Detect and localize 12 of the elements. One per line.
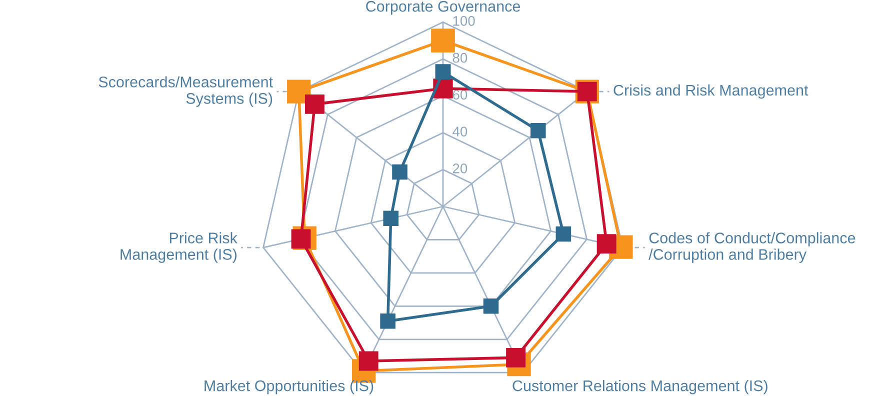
- spoke-label: Customer Relations Management (IS): [512, 380, 768, 394]
- y-tick-label: 80: [452, 52, 468, 63]
- y-tick-label: 40: [452, 126, 468, 136]
- y-tick-label: 60: [452, 90, 468, 100]
- spoke-label: Corporate Governance: [366, 0, 520, 15]
- spoke-label: Codes of Conduct/Compliance /Corruption and Bribery: [648, 232, 856, 263]
- spoke-label: Price Risk Management (IS): [120, 232, 238, 263]
- spoke-label: Market Opportunities (IS): [204, 380, 374, 394]
- y-tick-label: 20: [452, 164, 468, 174]
- spoke-label: Scorecards/Measurement Systems (IS): [98, 76, 273, 107]
- y-tick-label: 100: [453, 16, 475, 26]
- spoke-label: Crisis and Risk Management: [614, 84, 808, 99]
